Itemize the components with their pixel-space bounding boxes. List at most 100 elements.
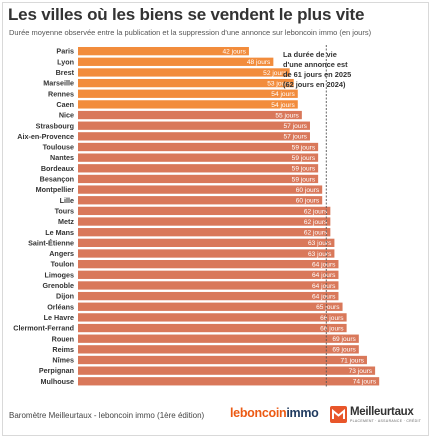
category-label: Rouen bbox=[52, 334, 74, 343]
category-label: Angers bbox=[49, 249, 74, 258]
category-label: Tours bbox=[55, 206, 74, 215]
data-label: 74 jours bbox=[353, 379, 377, 386]
category-label: Montpellier bbox=[36, 185, 75, 194]
bar bbox=[78, 260, 339, 269]
category-label: Perpignan bbox=[39, 366, 74, 375]
bar bbox=[78, 100, 298, 109]
category-label: Toulon bbox=[51, 260, 74, 269]
bar bbox=[78, 228, 331, 237]
bar bbox=[78, 110, 302, 120]
category-label: Le Mans bbox=[45, 228, 74, 237]
bar bbox=[78, 249, 335, 258]
category-label: Orléans bbox=[47, 302, 74, 311]
bar bbox=[78, 174, 319, 184]
data-label: 66 jours bbox=[320, 325, 344, 332]
bar bbox=[78, 217, 331, 226]
category-label: Caen bbox=[56, 100, 74, 109]
data-label: 71 jours bbox=[341, 357, 365, 364]
category-label: Bordeaux bbox=[41, 164, 74, 173]
category-label: Saint-Étienne bbox=[28, 238, 74, 247]
category-label: Toulouse bbox=[43, 143, 74, 152]
data-label: 42 jours bbox=[222, 49, 246, 56]
data-label: 60 jours bbox=[296, 198, 320, 205]
bar bbox=[78, 89, 298, 98]
data-label: 48 jours bbox=[247, 59, 271, 66]
bar bbox=[78, 132, 310, 141]
annotation-line: La durée de vie bbox=[283, 50, 337, 59]
logo-leboncoin-text: leboncoin bbox=[230, 406, 287, 420]
category-label: Mulhouse bbox=[40, 377, 74, 386]
chart-title: Les villes où les biens se vendent le pl… bbox=[8, 5, 365, 24]
bar bbox=[78, 323, 347, 333]
bar bbox=[78, 47, 249, 56]
data-label: 54 jours bbox=[271, 91, 295, 98]
logo-immo-text: immo bbox=[286, 406, 319, 420]
bar bbox=[78, 121, 310, 130]
data-label: 55 jours bbox=[275, 112, 299, 119]
category-label: Clermont-Ferrand bbox=[13, 324, 74, 333]
category-label: Marseille bbox=[43, 79, 74, 88]
category-label: Reims bbox=[52, 345, 74, 354]
data-label: 62 jours bbox=[304, 208, 328, 215]
bar bbox=[78, 164, 319, 173]
bar bbox=[78, 78, 294, 88]
bar bbox=[78, 142, 319, 152]
data-label: 62 jours bbox=[304, 219, 328, 226]
bar bbox=[78, 355, 367, 365]
logo-meilleurtaux-text: Meilleurtaux bbox=[350, 406, 414, 418]
category-label: Nîmes bbox=[52, 356, 74, 365]
data-label: 65 jours bbox=[316, 304, 340, 311]
annotation-line: d'une annonce est bbox=[283, 60, 348, 69]
bar bbox=[78, 206, 331, 216]
category-label: Metz bbox=[58, 217, 74, 226]
data-label: 64 jours bbox=[312, 293, 336, 300]
bar bbox=[78, 196, 323, 205]
bar bbox=[78, 313, 347, 322]
bar bbox=[78, 57, 274, 66]
data-label: 66 jours bbox=[320, 315, 344, 322]
category-label: Besançon bbox=[40, 175, 74, 184]
source-note: Baromètre Meilleurtaux - leboncoin immo … bbox=[9, 411, 205, 420]
data-label: 64 jours bbox=[312, 283, 336, 290]
data-label: 62 jours bbox=[304, 230, 328, 237]
bar-chart: Paris 42 jours Lyon 48 jours Brest 52 jours Ma… bbox=[13, 45, 380, 388]
category-label: Le Havre bbox=[44, 313, 74, 322]
bar bbox=[78, 153, 319, 162]
bar bbox=[78, 377, 380, 386]
bar bbox=[78, 270, 339, 279]
logo-meilleurtaux-tagline: PLACEMENT · ASSURANCE · CRÉDIT bbox=[350, 419, 422, 423]
annotation-line: de 61 jours en 2025 bbox=[283, 70, 352, 79]
category-label: Strasbourg bbox=[36, 121, 74, 130]
data-label: 69 jours bbox=[332, 347, 356, 354]
category-label: Dijon bbox=[56, 292, 74, 301]
category-label: Brest bbox=[56, 68, 75, 77]
data-label: 59 jours bbox=[292, 176, 316, 183]
category-label: Lille bbox=[60, 196, 74, 205]
data-label: 59 jours bbox=[292, 166, 316, 173]
bar bbox=[78, 302, 343, 311]
bar bbox=[78, 345, 359, 354]
category-label: Limoges bbox=[44, 270, 74, 279]
bar bbox=[78, 68, 290, 77]
data-label: 63 jours bbox=[308, 240, 332, 247]
data-label: 63 jours bbox=[308, 251, 332, 258]
category-label: Nantes bbox=[50, 153, 74, 162]
category-label: Grenoble bbox=[42, 281, 74, 290]
data-label: 57 jours bbox=[284, 123, 308, 130]
data-label: 57 jours bbox=[284, 134, 308, 141]
leboncoin-immo-logo: leboncoinimmo bbox=[230, 406, 319, 420]
data-label: 54 jours bbox=[271, 102, 295, 109]
data-label: 64 jours bbox=[312, 272, 336, 279]
meilleurtaux-logo: Meilleurtaux PLACEMENT · ASSURANCE · CRÉ… bbox=[330, 404, 426, 426]
bar bbox=[78, 281, 339, 290]
bar bbox=[78, 291, 339, 301]
data-label: 52 jours bbox=[263, 70, 287, 77]
data-label: 59 jours bbox=[292, 144, 316, 151]
category-label: Lyon bbox=[57, 57, 74, 66]
bar bbox=[78, 185, 323, 194]
data-label: 59 jours bbox=[292, 155, 316, 162]
category-label: Rennes bbox=[48, 89, 74, 98]
category-label: Nice bbox=[59, 111, 74, 120]
bar bbox=[78, 366, 376, 375]
data-label: 69 jours bbox=[332, 336, 356, 343]
